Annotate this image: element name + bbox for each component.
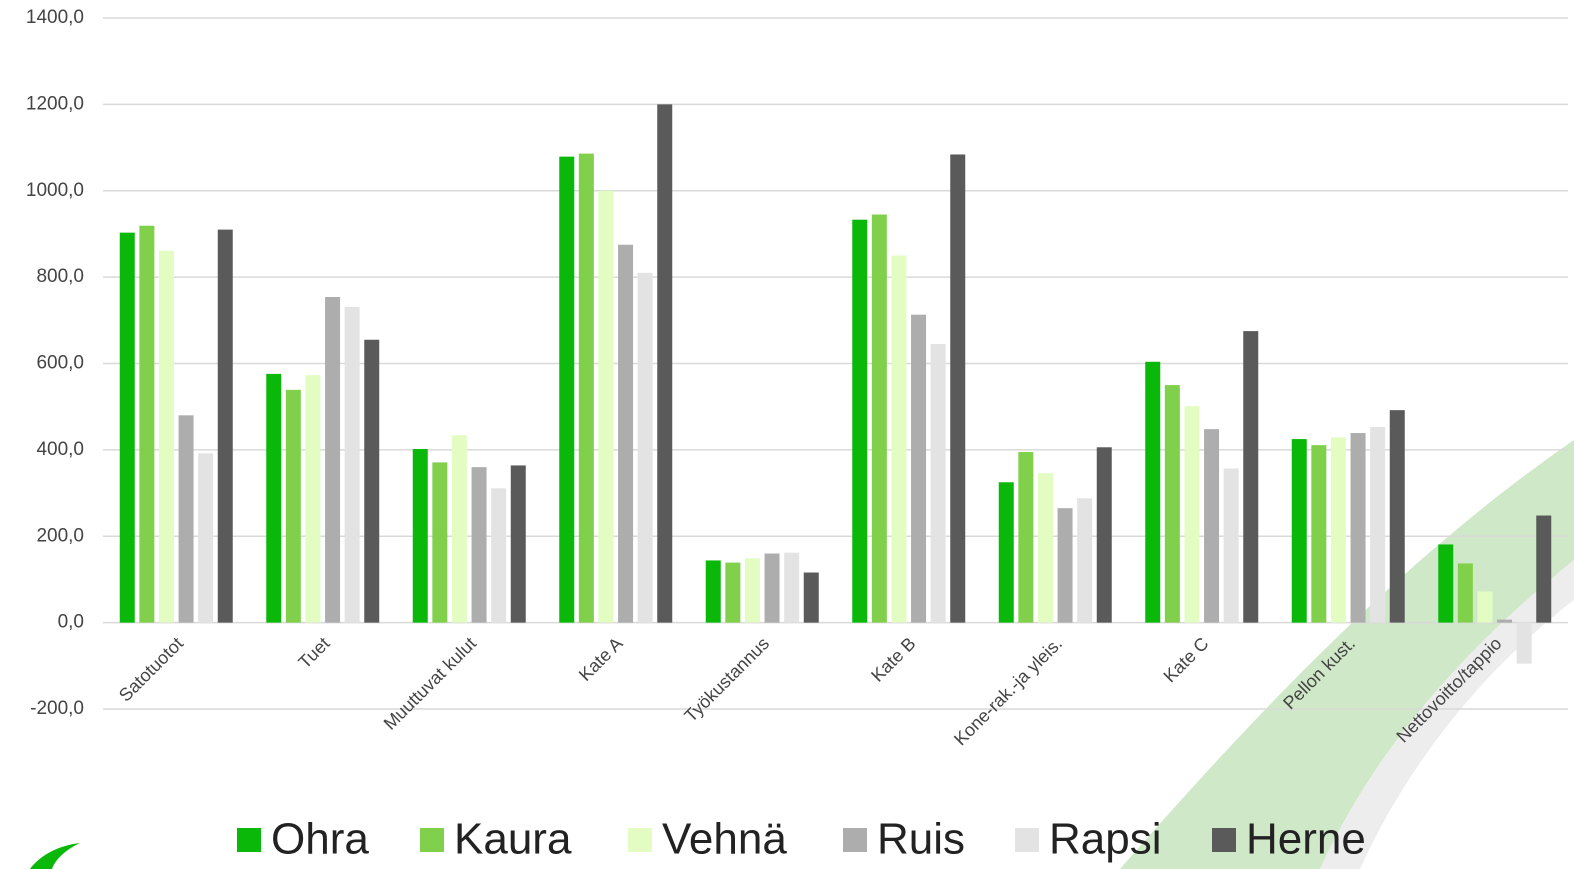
bar bbox=[1057, 508, 1073, 623]
bar bbox=[1311, 445, 1327, 623]
bar bbox=[871, 214, 887, 623]
bar bbox=[451, 435, 467, 623]
legend-label: Rapsi bbox=[1049, 815, 1162, 864]
bar bbox=[891, 255, 907, 623]
decoration-logo bbox=[30, 843, 80, 869]
legend-label: Ruis bbox=[877, 815, 965, 864]
bar bbox=[950, 154, 966, 623]
bar bbox=[637, 272, 653, 623]
legend: Ohra Kaura Vehnä Ruis Rapsi Herne bbox=[237, 815, 1366, 864]
bar bbox=[217, 229, 233, 623]
bar bbox=[178, 415, 194, 623]
legend-swatch bbox=[420, 828, 444, 852]
bar bbox=[1223, 468, 1239, 623]
x-tick-label: Kate C bbox=[1160, 633, 1213, 686]
bar bbox=[1204, 429, 1220, 623]
bar bbox=[158, 250, 174, 623]
bar bbox=[1389, 410, 1405, 623]
bar bbox=[1438, 544, 1454, 623]
bar bbox=[930, 344, 946, 623]
bar bbox=[412, 449, 428, 623]
bar bbox=[1536, 515, 1552, 623]
bar bbox=[1145, 361, 1161, 623]
decoration-shadow bbox=[1320, 560, 1574, 869]
bar bbox=[744, 558, 760, 623]
bar bbox=[1037, 473, 1053, 623]
y-tick-label: 1200,0 bbox=[26, 93, 84, 114]
bar bbox=[1096, 447, 1112, 623]
legend-label: Vehnä bbox=[662, 815, 787, 864]
decoration-swoosh bbox=[1120, 440, 1574, 869]
x-tick-label: Satotuotot bbox=[115, 633, 187, 705]
bar bbox=[1350, 433, 1366, 623]
bar bbox=[618, 244, 634, 623]
bar bbox=[1457, 563, 1473, 623]
bar bbox=[491, 488, 507, 623]
bar bbox=[285, 389, 301, 623]
legend-label: Kaura bbox=[454, 815, 572, 864]
bar bbox=[119, 232, 135, 623]
legend-swatch bbox=[1212, 828, 1236, 852]
y-tick-label: 800,0 bbox=[36, 266, 84, 287]
x-tick-label: Tuet bbox=[294, 633, 333, 672]
labels: -200,0 0,0 200,0 400,0 600,0 800,0 1000,0 1200,… bbox=[26, 7, 1506, 749]
legend-label: Ohra bbox=[271, 815, 369, 864]
bar bbox=[784, 552, 800, 623]
bar bbox=[1018, 452, 1034, 623]
bar bbox=[1370, 426, 1386, 623]
bar bbox=[998, 482, 1014, 623]
legend-swatch bbox=[237, 828, 261, 852]
bar bbox=[598, 190, 614, 623]
bar bbox=[305, 375, 321, 623]
bar bbox=[852, 219, 868, 623]
bar bbox=[198, 453, 214, 623]
bars bbox=[119, 104, 1552, 664]
x-tick-label: Kate B bbox=[867, 633, 919, 685]
y-tick-label: 200,0 bbox=[36, 525, 84, 546]
x-tick-label: Kate A bbox=[575, 633, 627, 685]
legend-swatch bbox=[1015, 828, 1039, 852]
bar bbox=[559, 156, 575, 623]
bar bbox=[657, 104, 673, 623]
bar bbox=[1077, 498, 1093, 623]
bar bbox=[578, 153, 594, 623]
bar bbox=[911, 314, 927, 623]
legend-label: Herne bbox=[1246, 815, 1366, 864]
bar bbox=[1184, 406, 1200, 623]
bar bbox=[1330, 437, 1346, 623]
y-tick-label: 1000,0 bbox=[26, 180, 84, 201]
bar bbox=[725, 562, 741, 623]
bar bbox=[325, 296, 341, 623]
y-tick-label: 400,0 bbox=[36, 439, 84, 460]
bar bbox=[432, 462, 448, 623]
bar bbox=[1497, 619, 1513, 623]
bar bbox=[803, 572, 819, 623]
bar bbox=[764, 553, 780, 623]
bar bbox=[344, 306, 360, 623]
bar bbox=[1477, 591, 1493, 623]
y-tick-label: 0,0 bbox=[58, 612, 84, 633]
bar bbox=[139, 225, 155, 623]
grid bbox=[103, 17, 1568, 710]
legend-swatch bbox=[628, 828, 652, 852]
y-tick-label: 600,0 bbox=[36, 353, 84, 374]
bar bbox=[1164, 385, 1180, 623]
bar bbox=[1291, 439, 1307, 623]
y-tick-label: 1400,0 bbox=[26, 7, 84, 28]
x-tick-label: Muuttuvat kulut bbox=[380, 633, 480, 733]
bar bbox=[266, 373, 282, 623]
bar bbox=[510, 465, 526, 623]
bar bbox=[1243, 331, 1259, 623]
y-tick-label: -200,0 bbox=[30, 698, 84, 719]
x-tick-label: Kone-rak.-ja yleis. bbox=[950, 633, 1066, 749]
bar bbox=[471, 467, 487, 623]
x-tick-label: Työkustannus bbox=[680, 633, 773, 726]
bar bbox=[1516, 622, 1532, 664]
bar bbox=[364, 339, 380, 623]
bar bbox=[705, 560, 721, 623]
legend-swatch bbox=[843, 828, 867, 852]
